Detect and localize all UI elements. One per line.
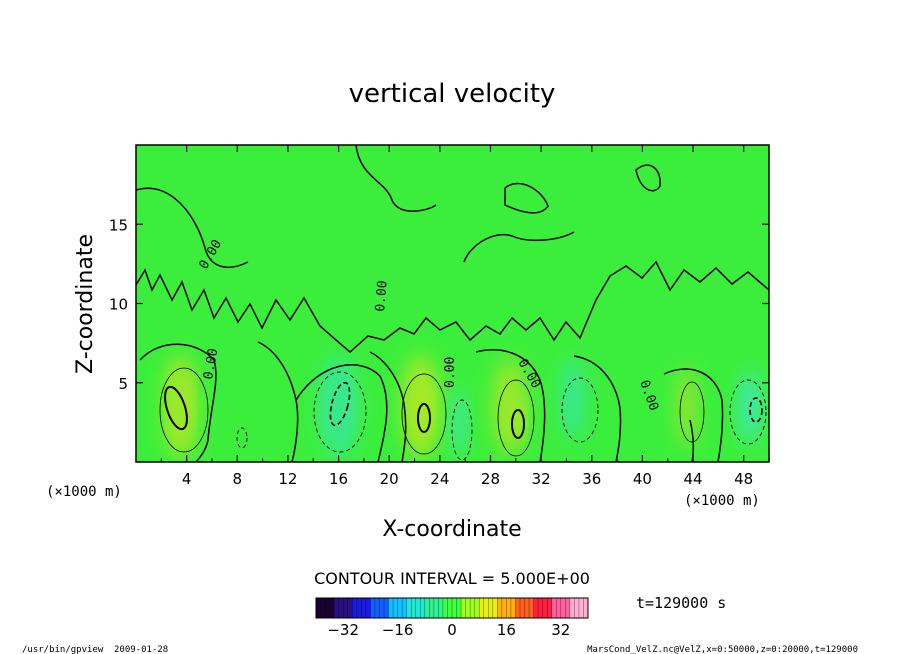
footer-source: MarsCond_VelZ.nc@VelZ,x=0:50000,z=0:2000… (587, 645, 858, 654)
heatmap-cell (560, 358, 586, 439)
contour-lines-strong (164, 385, 525, 439)
colorbar-swatch (352, 598, 371, 618)
colorbar-swatch (316, 598, 335, 618)
x-tick-label: 36 (582, 470, 601, 488)
colorbar-swatch (569, 598, 589, 618)
colorbar-swatch (461, 598, 480, 618)
footer-date: 2009-01-28 (114, 645, 168, 654)
colorbar-swatch (533, 598, 553, 618)
contour-lines-strong-negative (329, 381, 763, 427)
colorbar-tick-label: −16 (382, 621, 414, 639)
colorbar-swatch (515, 598, 535, 618)
colorbar-swatch (370, 598, 390, 618)
colorbar: −32 −16 0 16 32 (315, 597, 589, 639)
colorbar-swatch (388, 598, 408, 618)
colorbar-swatch (479, 598, 498, 618)
x-unit-right: (×1000 m) (684, 493, 760, 509)
colorbar-swatch (551, 598, 571, 618)
x-tick-label: 4 (182, 470, 192, 488)
y-tick-label: 5 (118, 375, 128, 393)
colorbar-swatch (442, 598, 462, 618)
heatmap-cell (675, 366, 699, 447)
colorbar-tick-label: 16 (497, 621, 516, 639)
x-tick-label: 20 (380, 470, 399, 488)
colorbar-swatch (424, 598, 444, 618)
chart-title: vertical velocity (349, 79, 556, 109)
x-unit-left: (×1000 m) (46, 484, 122, 500)
y-tick-label: 15 (109, 216, 128, 234)
x-tick-label: 44 (683, 470, 702, 488)
time-text: t=129000 s (636, 594, 726, 612)
colorbar-tick-label: −32 (327, 621, 359, 639)
colorbar-swatch (497, 598, 516, 618)
x-tick-label: 8 (233, 470, 243, 488)
contour-lines-thin (159, 367, 705, 457)
heatmap-cell (451, 390, 467, 455)
x-tick-label: 16 (329, 470, 348, 488)
x-tick-label: 48 (734, 470, 753, 488)
colorbar-swatch (334, 598, 353, 618)
contour-interval-text: CONTOUR INTERVAL = 5.000E+00 (314, 569, 590, 588)
colorbar-frame (315, 597, 589, 619)
colorbar-tick-label: 32 (551, 621, 570, 639)
x-tick-label: 12 (278, 470, 297, 488)
x-axis-label: X-coordinate (382, 517, 521, 542)
heatmap-cell (491, 358, 528, 455)
contour-label: 0.00 (443, 357, 458, 388)
x-axis: 4 8 12 16 20 24 28 32 36 40 44 48 (160, 145, 753, 488)
footer-program: /usr/bin/gpview (22, 645, 104, 654)
x-tick-label: 28 (481, 470, 500, 488)
x-tick-label: 40 (633, 470, 652, 488)
contour-lines-negative (236, 371, 767, 461)
colorbar-swatch (406, 598, 426, 618)
x-tick-label: 32 (532, 470, 551, 488)
colorbar-tick-label: 0 (447, 621, 457, 639)
y-axis: 5 10 15 (109, 216, 769, 393)
contour-lines (136, 145, 769, 462)
y-tick-label: 10 (109, 296, 128, 314)
contour-label: 0.00 (373, 280, 391, 313)
contour-label: 0.00 (201, 347, 221, 380)
x-tick-label: 24 (430, 470, 449, 488)
heatmap-cell (319, 355, 358, 459)
heatmap-cell (162, 355, 199, 459)
heatmap-cells (162, 355, 762, 459)
y-axis-label: Z-coordinate (73, 234, 98, 374)
